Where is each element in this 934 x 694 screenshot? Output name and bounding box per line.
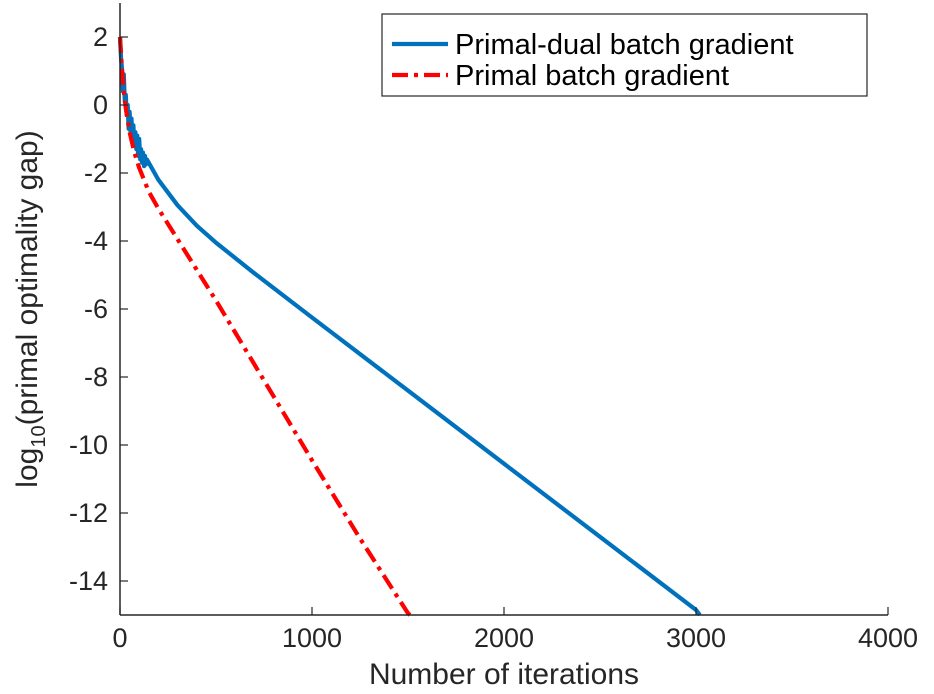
x-tick-label: 2000 bbox=[474, 623, 534, 653]
legend-label-primal: Primal batch gradient bbox=[455, 60, 729, 92]
x-tick-label: 3000 bbox=[666, 623, 726, 653]
y-tick-label: 0 bbox=[93, 90, 108, 120]
plot-area bbox=[120, 3, 888, 615]
x-tick-label: 4000 bbox=[858, 623, 918, 653]
legend-box bbox=[381, 13, 868, 97]
y-tick-label: -6 bbox=[84, 294, 108, 324]
y-tick-label: -14 bbox=[69, 566, 108, 596]
y-tick-label: -4 bbox=[84, 226, 108, 256]
legend: Primal-dual batch gradient Primal batch … bbox=[381, 13, 868, 97]
y-tick-label: -2 bbox=[84, 158, 108, 188]
plot-background bbox=[120, 3, 888, 615]
y-ticks: 2 0 -2 -4 -6 -8 -10 -12 -14 bbox=[69, 22, 128, 596]
y-tick-label: -12 bbox=[69, 498, 108, 528]
y-axis-title: log10(primal optimality gap) bbox=[11, 130, 50, 487]
x-axis-title: Number of iterations bbox=[369, 658, 639, 691]
x-tick-label: 1000 bbox=[282, 623, 342, 653]
y-axis-title-suffix: (primal optimality gap) bbox=[11, 130, 44, 425]
legend-label-primal-dual: Primal-dual batch gradient bbox=[455, 29, 794, 61]
y-tick-label: -8 bbox=[84, 362, 108, 392]
y-tick-label: -10 bbox=[69, 430, 108, 460]
series-layer bbox=[117, 36, 702, 617]
y-axis-title-prefix: log bbox=[11, 448, 44, 488]
x-tick-label: 0 bbox=[112, 623, 127, 653]
y-axis-title-subscript: 10 bbox=[28, 425, 50, 447]
series-line-primal bbox=[117, 36, 412, 617]
x-ticks: 0 1000 2000 3000 4000 bbox=[112, 607, 918, 653]
y-tick-label: 2 bbox=[93, 22, 108, 52]
